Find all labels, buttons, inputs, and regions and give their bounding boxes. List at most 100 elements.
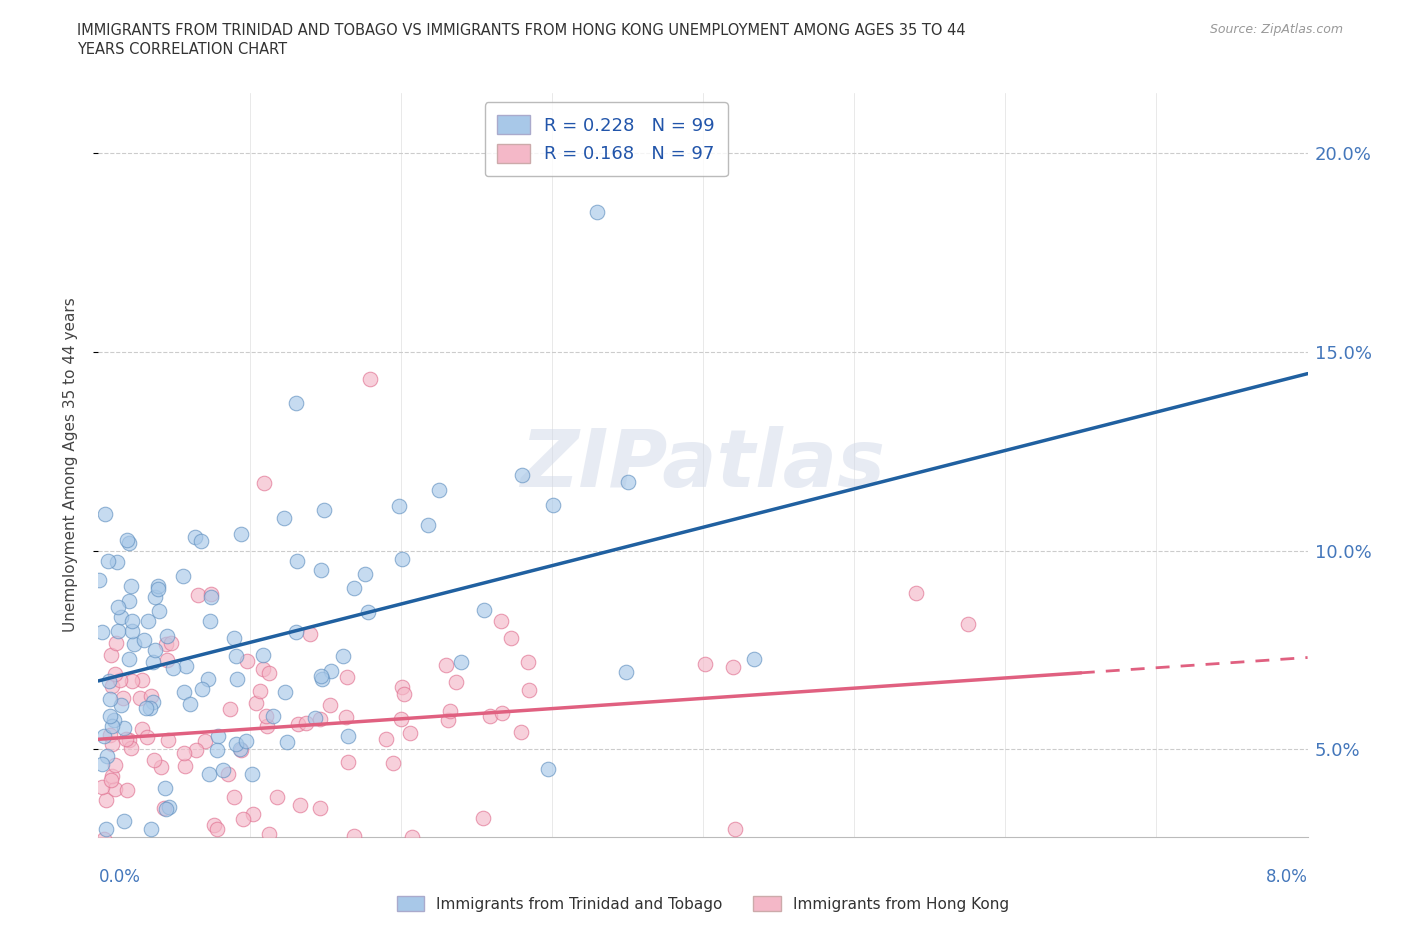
Point (956, 617, 979, 631)
Point (112, 721, 135, 736)
Point (287, 716, 309, 731)
Point (190, 682, 212, 697)
Point (245, 696, 267, 711)
Point (153, 781, 176, 796)
Point (337, 728, 360, 743)
Point (311, 671, 333, 686)
Point (226, 671, 249, 686)
Point (693, 657, 716, 671)
Point (543, 498, 565, 512)
Point (104, 757, 127, 772)
Point (118, 733, 141, 748)
Point (491, 705, 513, 720)
Point (190, 534, 212, 549)
Point (218, 701, 240, 716)
Point (90, 624, 112, 639)
Point (107, 624, 129, 639)
Point (266, 790, 288, 804)
Point (200, 586, 222, 601)
Point (89, 572, 111, 587)
Point (354, 566, 377, 581)
Legend: Immigrants from Trinidad and Tobago, Immigrants from Hong Kong: Immigrants from Trinidad and Tobago, Imm… (391, 889, 1015, 918)
Point (152, 801, 174, 816)
Point (173, 746, 195, 761)
Point (198, 766, 221, 781)
Point (132, 633, 155, 648)
Point (205, 742, 228, 757)
Point (336, 755, 359, 770)
Point (253, 475, 276, 490)
Point (121, 673, 143, 688)
Point (273, 684, 295, 699)
Point (401, 830, 423, 844)
Point (288, 798, 311, 813)
Point (904, 586, 927, 601)
Point (586, 205, 609, 219)
Point (162, 660, 184, 675)
Point (257, 666, 280, 681)
Point (222, 790, 245, 804)
Point (100, 737, 122, 751)
Point (450, 655, 472, 670)
Point (124, 637, 146, 652)
Point (391, 551, 413, 566)
Point (382, 755, 405, 770)
Point (118, 651, 141, 666)
Point (319, 698, 342, 712)
Point (139, 821, 162, 836)
Point (217, 766, 239, 781)
Point (472, 603, 495, 618)
Point (308, 801, 330, 816)
Point (150, 760, 173, 775)
Point (434, 658, 457, 672)
Point (104, 666, 127, 681)
Point (309, 711, 332, 726)
Point (336, 670, 359, 684)
Point (499, 631, 522, 645)
Point (136, 613, 159, 628)
Point (295, 715, 318, 730)
Point (98, 691, 121, 706)
Point (427, 483, 450, 498)
Point (179, 697, 201, 711)
Point (94, 507, 117, 522)
Point (104, 635, 127, 650)
Point (489, 613, 512, 628)
Point (252, 661, 274, 676)
Point (471, 810, 494, 825)
Point (229, 743, 252, 758)
Point (94, 821, 117, 836)
Point (93, 831, 115, 846)
Point (107, 599, 129, 614)
Point (617, 474, 640, 489)
Text: Source: ZipAtlas.com: Source: ZipAtlas.com (1209, 23, 1343, 36)
Point (110, 672, 132, 687)
Point (173, 684, 195, 699)
Point (276, 735, 298, 750)
Point (235, 733, 257, 748)
Point (284, 395, 307, 410)
Point (197, 671, 219, 686)
Point (97, 673, 120, 688)
Point (285, 624, 308, 639)
Point (332, 649, 354, 664)
Text: 0.0%: 0.0% (98, 868, 141, 885)
Point (129, 690, 152, 705)
Point (221, 842, 243, 857)
Point (360, 372, 382, 387)
Point (110, 609, 132, 624)
Point (194, 733, 217, 748)
Point (156, 653, 179, 668)
Point (174, 658, 197, 673)
Point (252, 647, 274, 662)
Point (614, 665, 637, 680)
Point (659, 842, 682, 857)
Point (157, 799, 180, 814)
Point (574, 842, 596, 857)
Point (231, 526, 253, 541)
Text: YEARS CORRELATION CHART: YEARS CORRELATION CHART (77, 42, 287, 57)
Point (311, 669, 333, 684)
Point (115, 533, 138, 548)
Point (91, 757, 114, 772)
Point (103, 712, 125, 727)
